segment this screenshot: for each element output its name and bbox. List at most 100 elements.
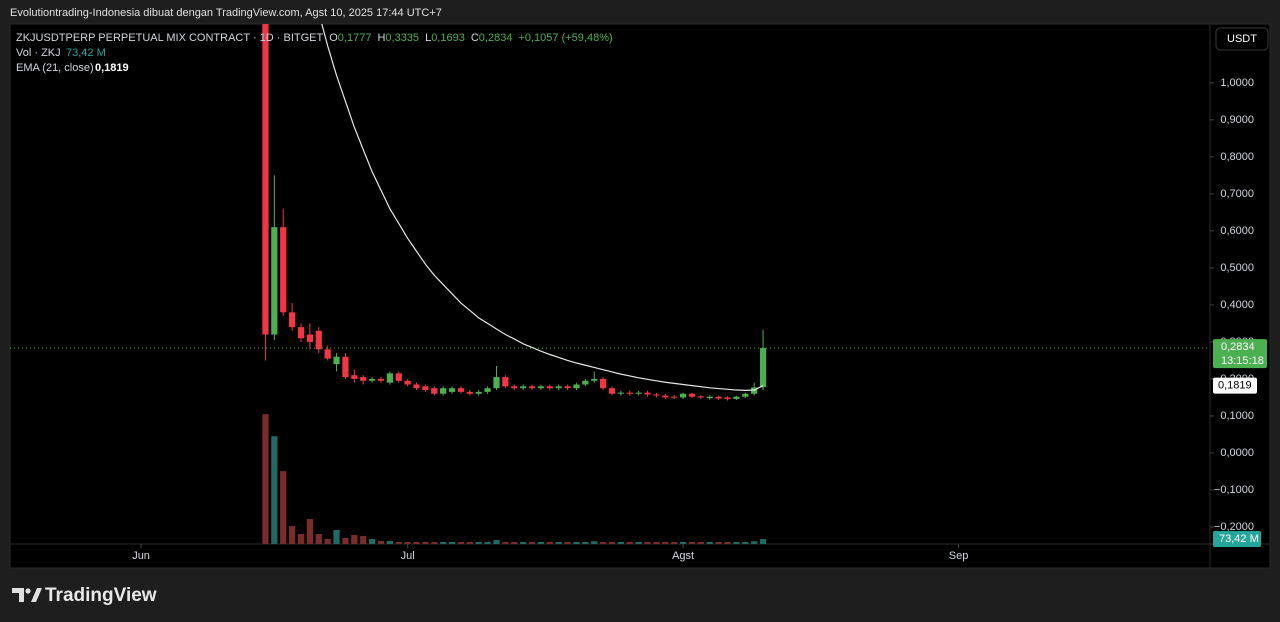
- candle-body: [413, 384, 420, 389]
- candle-body: [386, 373, 393, 383]
- ema-value: 0,1819: [95, 62, 129, 74]
- ema-last-label: 0,1819: [1218, 380, 1252, 392]
- change: +0,1057 (+59,48%): [518, 32, 612, 44]
- candle-body: [368, 378, 376, 381]
- candle-body: [431, 388, 438, 394]
- candle-body: [759, 348, 767, 388]
- candle-body: [653, 394, 660, 396]
- volume-bar: [333, 529, 340, 544]
- candle-body: [644, 392, 651, 395]
- candle-body: [679, 393, 687, 398]
- candle-body: [608, 388, 616, 394]
- candle-body: [617, 392, 624, 394]
- volume-bar: [555, 541, 562, 544]
- volume-bar: [404, 541, 411, 544]
- volume-bar: [377, 541, 385, 544]
- candle-body: [466, 391, 473, 394]
- volume-bar: [520, 541, 527, 544]
- candle-body: [635, 392, 642, 394]
- volume-bar: [573, 541, 580, 544]
- volume-bar: [724, 541, 731, 544]
- volume-bar: [537, 541, 545, 544]
- ohlc-key: L: [425, 32, 431, 44]
- candle-body: [537, 386, 545, 389]
- volume-bar: [413, 541, 420, 544]
- plot: [10, 24, 1210, 544]
- volume-bar: [360, 536, 367, 544]
- volume-last-label: 73,42 M: [1219, 533, 1259, 545]
- candle-body: [448, 388, 456, 392]
- volume-bar: [475, 541, 482, 544]
- volume-bar: [324, 539, 331, 544]
- candle-body: [475, 391, 482, 394]
- axes: −0,2000−0,10000,00000,10000,20000,30000,…: [132, 77, 1267, 562]
- candle-body: [271, 227, 278, 335]
- x-tick-label: Agst: [672, 550, 694, 562]
- candle-body: [289, 312, 296, 328]
- candle-body: [591, 378, 598, 381]
- candle-body: [528, 386, 536, 389]
- volume-bar: [706, 541, 713, 544]
- volume-bar: [280, 471, 287, 544]
- candle-body: [297, 327, 305, 339]
- symbol-title: ZKJUSDTPERP PERPETUAL MIX CONTRACT · 1D …: [16, 32, 324, 44]
- volume-bar: [751, 541, 758, 544]
- candle-body: [564, 386, 571, 389]
- last-price-box: [1213, 339, 1267, 369]
- candle-body: [404, 380, 411, 385]
- candle-body: [511, 386, 518, 389]
- ohlc-value: 0,2834: [479, 32, 513, 44]
- volume-bar: [591, 541, 598, 544]
- candle-body: [600, 378, 607, 389]
- volume-bar: [386, 541, 393, 544]
- candle-body: [715, 396, 722, 399]
- y-tick-label: 0,7000: [1220, 188, 1254, 200]
- candle-body: [733, 396, 740, 399]
- candle-body: [342, 356, 349, 378]
- volume-bar: [679, 541, 687, 544]
- volume-bar: [653, 541, 660, 544]
- candle-body: [662, 395, 669, 398]
- volume-name: Vol · ZKJ: [16, 47, 61, 59]
- volume-bar: [671, 541, 678, 544]
- candle-body: [484, 388, 491, 392]
- volume-bar: [502, 541, 509, 544]
- volume-bar: [742, 541, 749, 544]
- candle-body: [315, 330, 322, 350]
- ohlc-key: C: [471, 32, 479, 44]
- chart-area: [9, 23, 1271, 569]
- candle-body: [377, 378, 385, 381]
- ohlc-value: 0,1777: [338, 32, 372, 44]
- candle-body: [280, 227, 287, 313]
- volume-bar: [395, 541, 402, 544]
- currency[interactable]: USDT: [1227, 33, 1257, 45]
- volume-bar: [608, 541, 616, 544]
- y-tick-label: 0,5000: [1220, 262, 1254, 274]
- candle-body: [440, 388, 447, 394]
- brand: TradingView: [45, 585, 157, 606]
- volume-bar: [688, 541, 696, 544]
- candle-body: [262, 24, 269, 335]
- y-tick-label: 0,4000: [1220, 299, 1254, 311]
- ohlc-value: 0,3335: [385, 32, 419, 44]
- candle-body: [688, 393, 696, 397]
- candle-body: [573, 384, 580, 389]
- candle-body: [333, 356, 340, 365]
- candle-body: [742, 393, 749, 397]
- volume-value: 73,42 M: [66, 47, 106, 59]
- volume-bar: [493, 539, 500, 544]
- volume-bar: [262, 414, 269, 544]
- y-tick-label: 0,8000: [1220, 151, 1254, 163]
- candle-body: [671, 396, 678, 398]
- volume-bar: [289, 526, 296, 544]
- last-price-label: 0,2834: [1221, 341, 1255, 353]
- currency-button[interactable]: [1215, 27, 1269, 51]
- y-tick-label: −0,2000: [1214, 521, 1254, 533]
- volume-bar: [315, 534, 322, 544]
- ema-line: [321, 24, 764, 392]
- volume-bar: [297, 534, 305, 544]
- candle-body: [555, 386, 562, 389]
- volume-bar: [271, 436, 278, 544]
- header: Evolutiontrading-Indonesia dibuat dengan…: [10, 7, 442, 19]
